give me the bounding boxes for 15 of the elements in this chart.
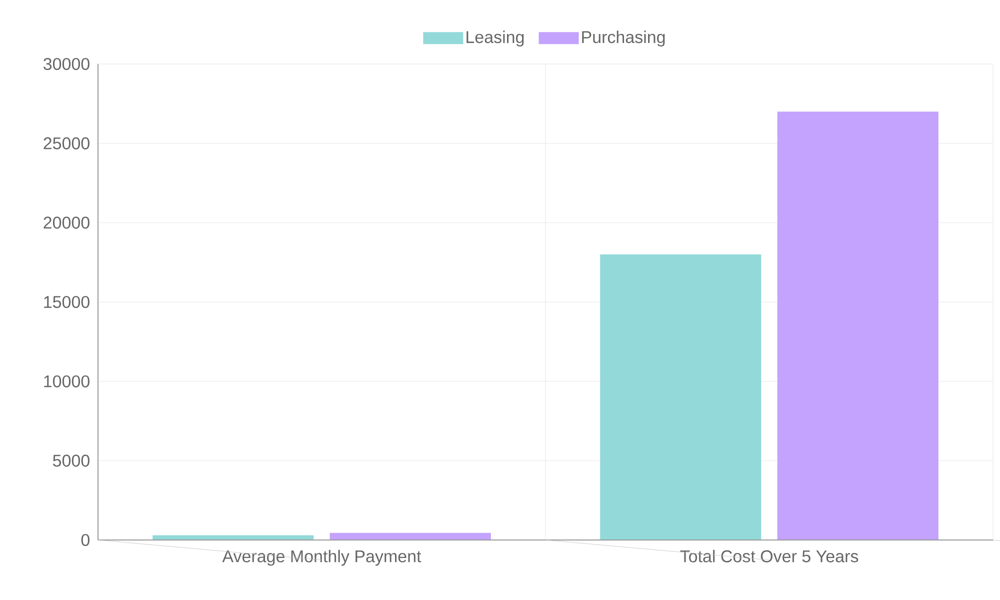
y-tick-label: 15000 [44,296,90,308]
bar [152,535,314,540]
bar [600,254,762,540]
y-tick-label: 30000 [44,58,90,70]
bar [777,112,938,540]
bar [330,532,491,540]
legend-label: Leasing [466,30,524,46]
y-tick-label: 25000 [44,137,90,150]
x-tick-label: Average Monthly Payment [222,550,422,566]
y-tick-label: 20000 [44,216,90,229]
y-tick-label: 5000 [52,454,90,467]
y-tick-label: 0 [81,534,90,546]
x-tick-label: Total Cost Over 5 Years [680,550,858,562]
y-tick-label: 10000 [44,375,90,388]
legend-label: Purchasing [582,30,665,46]
